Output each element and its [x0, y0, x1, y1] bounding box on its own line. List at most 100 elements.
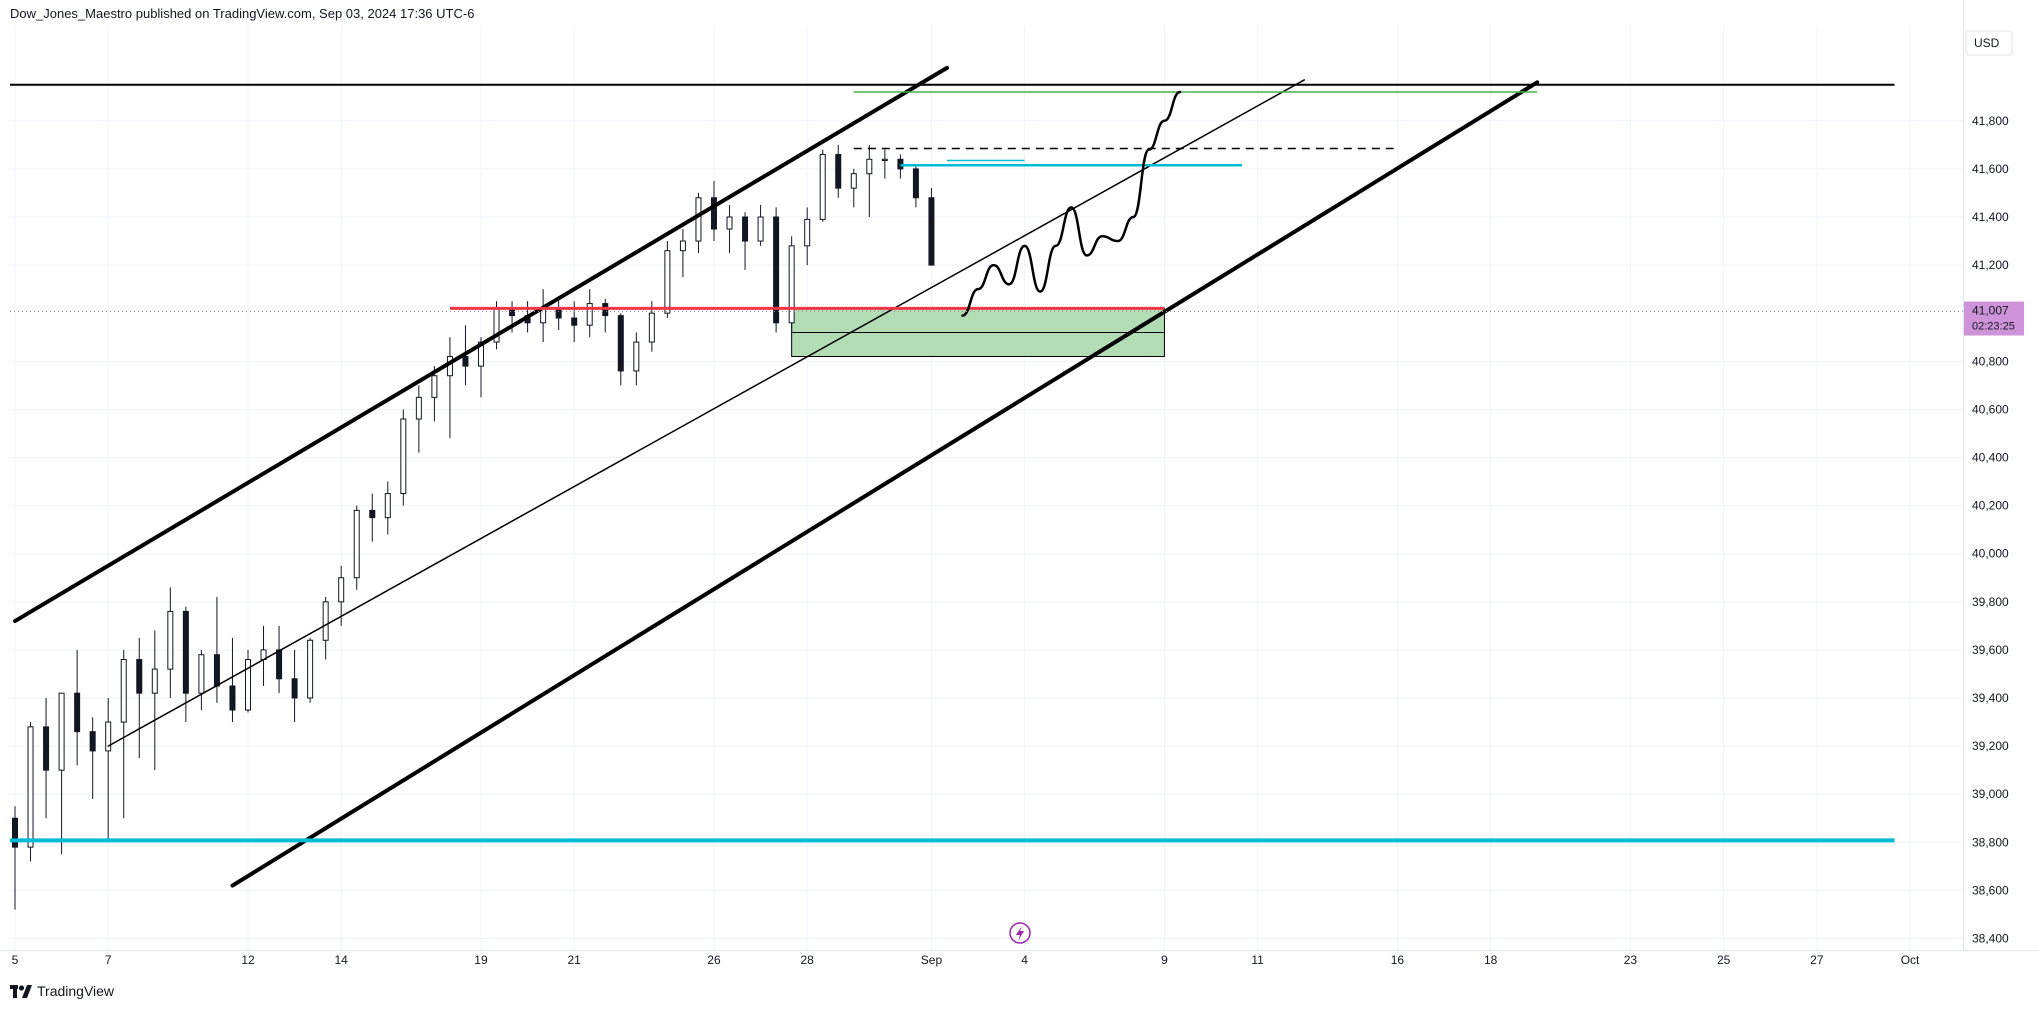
candle[interactable]	[726, 204, 733, 254]
tradingview-logo[interactable]: TradingView	[10, 983, 114, 999]
candle-body-up	[167, 610, 174, 670]
candle[interactable]	[136, 637, 143, 759]
y-tick-label: 41,400	[1972, 210, 2009, 224]
candle[interactable]	[804, 207, 811, 266]
candle[interactable]	[431, 366, 438, 422]
candle[interactable]	[369, 493, 376, 542]
candle[interactable]	[850, 168, 857, 208]
candle[interactable]	[602, 298, 609, 333]
candle[interactable]	[400, 409, 407, 506]
candle[interactable]	[198, 649, 205, 711]
candle[interactable]	[244, 649, 251, 713]
candle[interactable]	[27, 722, 34, 862]
y-tick-label: 40,800	[1972, 354, 2009, 368]
candle-body-down	[835, 153, 842, 189]
candle[interactable]	[12, 806, 18, 910]
candle-body-up	[648, 312, 655, 343]
y-tick-label: 41,200	[1972, 258, 2009, 272]
channel-lower[interactable]	[230, 80, 1540, 888]
candle[interactable]	[773, 207, 780, 333]
candle[interactable]	[151, 630, 158, 771]
candle[interactable]	[353, 505, 360, 590]
candle[interactable]	[555, 298, 562, 331]
candle[interactable]	[633, 332, 640, 386]
last-price-value: 41,007	[1972, 304, 2009, 318]
last-price-badge-box	[1964, 301, 2024, 336]
candle-body-up	[338, 577, 345, 603]
candle[interactable]	[43, 698, 50, 819]
candle[interactable]	[928, 188, 935, 266]
x-tick-label: 21	[568, 953, 582, 967]
candle[interactable]	[229, 637, 236, 723]
x-tick-label: 25	[1717, 953, 1731, 967]
y-tick-label: 40,400	[1972, 451, 2009, 465]
candle-body-up	[757, 216, 764, 242]
y-tick-label: 38,800	[1972, 835, 2009, 849]
candle-body-up	[850, 173, 857, 189]
publisher-header: Dow_Jones_Maestro published on TradingVi…	[10, 6, 475, 21]
x-tick-label: 5	[12, 953, 19, 967]
candle[interactable]	[105, 698, 112, 843]
candle[interactable]	[819, 149, 826, 222]
currency-badge[interactable]: USD	[1965, 30, 2013, 56]
candle[interactable]	[182, 606, 189, 723]
candle[interactable]	[866, 144, 873, 217]
candle[interactable]	[167, 587, 174, 698]
candle[interactable]	[120, 649, 127, 819]
candle[interactable]	[788, 236, 795, 333]
lightning-icon[interactable]	[1009, 922, 1031, 944]
candle[interactable]	[446, 337, 453, 439]
candle[interactable]	[74, 649, 81, 766]
y-tick-label: 40,000	[1972, 547, 2009, 561]
candle-body-up	[633, 341, 640, 372]
candle[interactable]	[89, 717, 96, 800]
channel-middle[interactable]	[107, 79, 1305, 747]
candle[interactable]	[276, 625, 283, 694]
candle-body-up	[726, 216, 733, 230]
candle[interactable]	[477, 337, 484, 398]
x-tick-label: 14	[335, 953, 349, 967]
last-price-badge[interactable]: 41,007 02:23:25	[1964, 301, 2024, 336]
candle[interactable]	[664, 241, 671, 319]
candle-body-up	[120, 659, 127, 723]
x-tick-label: 19	[474, 953, 488, 967]
candle-body-up	[881, 158, 888, 161]
candle-body-up	[27, 726, 34, 848]
y-tick-label: 41,800	[1972, 114, 2009, 128]
candle[interactable]	[881, 149, 888, 179]
candle[interactable]	[540, 289, 547, 343]
candle[interactable]	[912, 164, 919, 208]
x-tick-label: 18	[1484, 953, 1498, 967]
candle-body-up	[105, 721, 112, 752]
candle-body-down	[213, 654, 220, 687]
candle-body-down	[928, 197, 935, 266]
candle[interactable]	[695, 192, 702, 254]
candle[interactable]	[307, 637, 314, 703]
candle[interactable]	[710, 180, 717, 242]
candle[interactable]	[617, 313, 624, 386]
candle[interactable]	[679, 229, 686, 278]
candle-body-down	[773, 216, 780, 324]
candle[interactable]	[291, 649, 298, 723]
candle-body-down	[291, 678, 298, 699]
y-tick-label: 39,600	[1972, 643, 2009, 657]
candle[interactable]	[742, 212, 749, 270]
candle-body-down	[182, 610, 189, 694]
candle-body-down	[74, 692, 81, 733]
candle[interactable]	[757, 204, 764, 246]
candle-body-up	[788, 245, 795, 324]
candle-body-up	[664, 250, 671, 314]
candle[interactable]	[260, 625, 267, 686]
y-tick-label: 39,000	[1972, 787, 2009, 801]
candle[interactable]	[586, 289, 593, 338]
projection-path[interactable]	[961, 90, 1182, 317]
channel-upper[interactable]	[13, 65, 949, 624]
candle[interactable]	[415, 385, 422, 453]
candle[interactable]	[384, 481, 391, 535]
currency-badge-box	[1965, 30, 2013, 56]
candle[interactable]	[322, 596, 329, 660]
candle[interactable]	[835, 144, 842, 198]
candle[interactable]	[58, 692, 65, 855]
y-tick-label: 40,600	[1972, 402, 2009, 416]
